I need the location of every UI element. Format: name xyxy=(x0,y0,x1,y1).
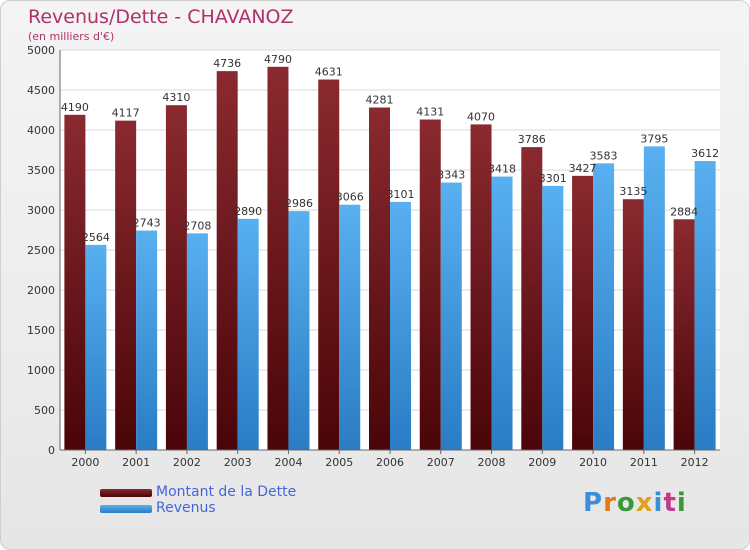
data-label: 2890 xyxy=(234,205,262,218)
data-label: 3301 xyxy=(539,172,567,185)
bar-dette xyxy=(115,120,137,450)
data-label: 3786 xyxy=(518,133,546,146)
bar-revenus xyxy=(288,211,310,450)
bar-revenus xyxy=(542,185,564,451)
bar-revenus xyxy=(491,176,513,450)
data-label: 4131 xyxy=(416,106,444,119)
x-tick-label: 2003 xyxy=(224,456,252,469)
data-label: 3612 xyxy=(691,147,719,160)
bar-dette xyxy=(165,105,187,450)
data-label: 3066 xyxy=(336,191,364,204)
legend-swatch-revenus xyxy=(100,505,152,513)
x-tick-label: 2010 xyxy=(579,456,607,469)
data-label: 3418 xyxy=(488,163,516,176)
data-label: 2743 xyxy=(133,217,161,230)
legend-swatch-dette xyxy=(100,489,152,497)
data-label: 3427 xyxy=(569,162,597,175)
y-tick-label: 1500 xyxy=(27,324,55,337)
x-tick-label: 2009 xyxy=(528,456,556,469)
data-label: 2884 xyxy=(670,205,698,218)
bar-revenus xyxy=(186,233,208,450)
legend-label-dette: Montant de la Dette xyxy=(156,484,297,500)
bar-revenus xyxy=(136,230,158,450)
data-label: 3135 xyxy=(619,185,647,198)
x-tick-label: 2006 xyxy=(376,456,404,469)
x-tick-label: 2008 xyxy=(478,456,506,469)
y-tick-label: 3500 xyxy=(27,164,55,177)
y-tick-label: 2000 xyxy=(27,284,55,297)
x-tick-label: 2004 xyxy=(274,456,302,469)
bar-dette xyxy=(216,71,238,451)
data-label: 3343 xyxy=(437,169,465,182)
bar-revenus xyxy=(440,182,462,450)
bar-revenus xyxy=(339,204,361,450)
y-tick-label: 4500 xyxy=(27,84,55,97)
data-label: 4117 xyxy=(112,107,140,120)
bar-revenus xyxy=(390,201,411,450)
data-label: 2986 xyxy=(285,197,313,210)
bar-dette xyxy=(622,199,644,450)
bar-revenus xyxy=(593,163,615,451)
x-tick-label: 2007 xyxy=(427,456,455,469)
data-label: 4310 xyxy=(162,91,190,104)
bar-revenus xyxy=(237,218,259,450)
bar-revenus xyxy=(643,146,665,450)
bar-dette xyxy=(64,114,86,451)
data-label: 3101 xyxy=(387,188,415,201)
bar-dette xyxy=(572,175,594,450)
data-label: 2708 xyxy=(183,219,211,232)
bar-dette xyxy=(318,79,340,451)
bar-dette xyxy=(521,147,543,450)
y-tick-label: 2500 xyxy=(27,244,55,257)
data-label: 3795 xyxy=(640,132,668,145)
chart-title: Revenus/Dette - CHAVANOZ xyxy=(28,6,294,28)
bar-revenus xyxy=(85,244,107,450)
y-tick-label: 0 xyxy=(48,444,55,457)
legend-label-revenus: Revenus xyxy=(156,500,216,516)
x-tick-label: 2011 xyxy=(630,456,658,469)
bar-dette xyxy=(470,124,492,451)
data-label: 4631 xyxy=(315,66,343,79)
bar-dette xyxy=(673,219,695,450)
x-tick-label: 2000 xyxy=(71,456,99,469)
bar-revenus xyxy=(694,161,716,451)
bar-dette xyxy=(419,119,441,451)
x-tick-label: 2005 xyxy=(325,456,353,469)
data-label: 2564 xyxy=(82,231,110,244)
y-tick-label: 4000 xyxy=(27,124,55,137)
y-tick-label: 500 xyxy=(34,404,55,417)
x-tick-label: 2012 xyxy=(681,456,709,469)
data-label: 4790 xyxy=(264,53,292,66)
y-tick-label: 5000 xyxy=(27,44,55,57)
data-label: 4190 xyxy=(61,101,89,114)
data-label: 3583 xyxy=(590,149,618,162)
data-label: 4070 xyxy=(467,110,495,123)
x-tick-label: 2001 xyxy=(122,456,150,469)
bar-dette xyxy=(267,66,289,451)
x-tick-label: 2002 xyxy=(173,456,201,469)
data-label: 4736 xyxy=(213,57,241,70)
chart-subtitle: (en milliers d'€) xyxy=(28,30,115,43)
proxiti-logo: Proxiti xyxy=(583,488,687,518)
bar-dette xyxy=(369,107,390,451)
data-label: 4281 xyxy=(366,94,394,107)
y-tick-label: 1000 xyxy=(27,364,55,377)
y-tick-label: 3000 xyxy=(27,204,55,217)
